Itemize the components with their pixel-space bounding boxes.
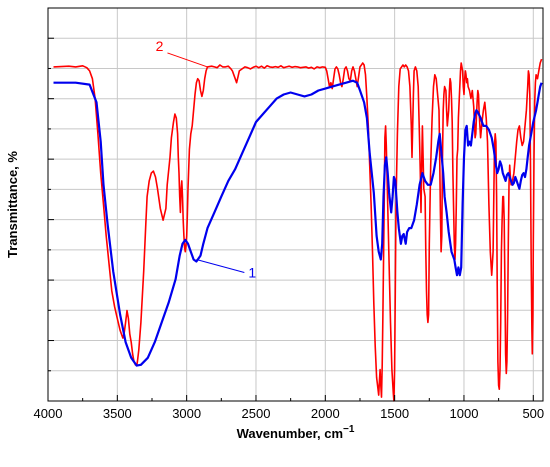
y-axis-title: Transmittance, %	[5, 151, 20, 258]
x-tick-label: 3500	[103, 406, 132, 421]
x-tick-label: 1000	[450, 406, 479, 421]
x-tick-label: 2000	[311, 406, 340, 421]
x-tick-label: 4000	[34, 406, 63, 421]
x-tick-labels: 4000 3500 3000 2500 2000 1500 1000 500	[34, 406, 545, 421]
x-tick-label: 1500	[380, 406, 409, 421]
series-line-1	[53, 79, 543, 367]
series-layer	[53, 58, 543, 402]
axis-ticks	[47, 37, 534, 401]
x-tick-label: 500	[522, 406, 544, 421]
x-tick-label: 2500	[242, 406, 271, 421]
callout-leader-1	[196, 259, 245, 274]
grid-lines	[48, 8, 543, 401]
plot-frame	[47, 7, 544, 402]
x-axis-title-superscript: −1	[343, 424, 355, 435]
series-callouts: 12	[156, 38, 257, 281]
callout-label-1: 1	[248, 265, 256, 281]
series-line-2	[53, 58, 543, 402]
x-axis-title: Wavenumber, cm−1	[237, 424, 355, 441]
callout-label-2: 2	[156, 38, 164, 54]
x-tick-label: 3000	[172, 406, 201, 421]
x-axis-title-text: Wavenumber, cm	[237, 426, 343, 441]
callout-leader-2	[167, 52, 208, 68]
